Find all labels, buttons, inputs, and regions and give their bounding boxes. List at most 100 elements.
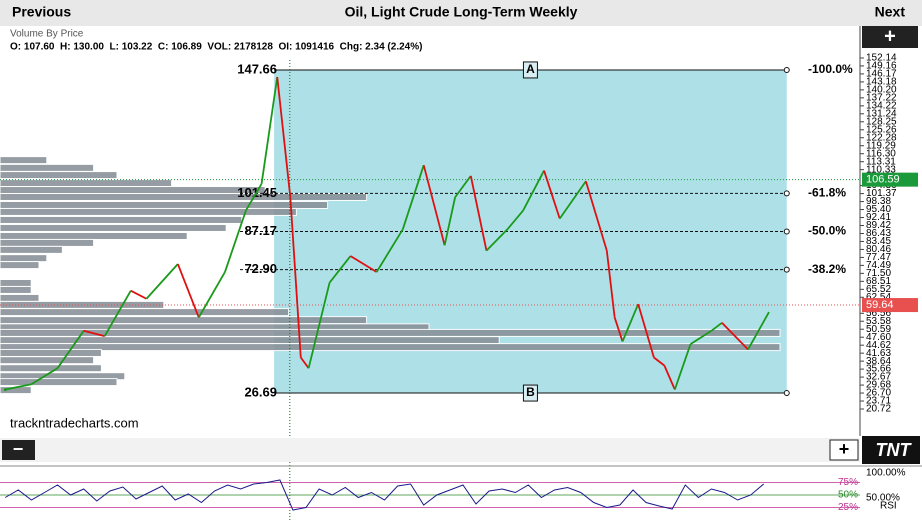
fib-handle — [783, 228, 790, 235]
fib-level-label: 26.69 — [244, 384, 277, 399]
y-tick-label: 149.16 — [866, 61, 897, 72]
fib-handle — [783, 390, 790, 397]
price-segment — [469, 175, 488, 251]
y-tick-label: 116.30 — [866, 148, 896, 159]
price-segment — [721, 322, 744, 345]
price-segment — [289, 197, 302, 358]
price-segment — [637, 303, 655, 358]
y-tick-label: 68.51 — [866, 276, 891, 287]
scroll-plus-button[interactable] — [829, 439, 859, 461]
logo: TNT — [876, 440, 913, 460]
price-segment — [130, 289, 147, 300]
y-tick-label: 137.22 — [866, 92, 897, 103]
y-tick-label: 152.14 — [866, 53, 897, 64]
rsi-axis-label: 100.00% — [866, 468, 906, 479]
price-segment — [276, 76, 292, 198]
y-tick-label: 80.46 — [866, 244, 891, 255]
price-segment — [103, 290, 132, 337]
previous-button[interactable]: Previous — [12, 4, 71, 20]
y-tick-label: 134.22 — [866, 100, 897, 111]
volume-bar — [0, 293, 40, 302]
fib-level-label: 87.17 — [244, 223, 277, 238]
y-tick-label: 71.50 — [866, 268, 891, 279]
zoom-in-button[interactable] — [862, 26, 918, 48]
y-tick-label: 83.45 — [866, 236, 891, 247]
volume-bar — [0, 207, 297, 216]
y-tick-label: 32.67 — [866, 372, 891, 383]
volume-bar — [0, 245, 63, 254]
rsi-level-label: 50% — [838, 490, 858, 501]
price-segment — [198, 271, 226, 318]
rsi-level-label: 75% — [838, 477, 858, 488]
y-tick-label: 131.24 — [866, 108, 897, 119]
scroll-plus-label[interactable]: + — [839, 439, 850, 459]
price-segment — [30, 367, 59, 385]
price-segment — [260, 76, 279, 185]
y-tick-label: 50.59 — [866, 324, 891, 335]
fib-pct-label: -50.0% — [808, 224, 846, 238]
volume-bar — [0, 343, 781, 352]
y-tick-label: 38.64 — [866, 356, 891, 367]
fib-pct-label: -38.2% — [808, 262, 846, 276]
volume-bar — [0, 285, 32, 294]
volume-bar — [0, 316, 368, 325]
fib-point-label: B — [526, 385, 535, 399]
watermark: trackntradecharts.com — [10, 415, 139, 430]
fib-level-label: 147.66 — [237, 61, 277, 76]
y-tick-label: 110.33 — [866, 164, 896, 175]
price-segment — [522, 170, 545, 212]
volume-bar — [0, 378, 118, 387]
scroll-minus-label[interactable]: − — [13, 439, 24, 459]
volume-bar — [0, 348, 102, 357]
y-tick-label: 122.28 — [866, 132, 897, 143]
next-button[interactable]: Next — [875, 4, 906, 20]
price-segment — [375, 228, 404, 273]
y-tick-label: 35.66 — [866, 364, 891, 375]
y-tick-label: 20.72 — [866, 404, 891, 415]
volume-bar — [0, 356, 95, 365]
price-segment — [690, 330, 712, 345]
y-tick-label: 98.38 — [866, 196, 891, 207]
price-marker-label: 106.59 — [866, 174, 900, 186]
y-tick-label: 128.25 — [866, 116, 897, 127]
price-segment — [83, 329, 105, 338]
price-segment — [673, 343, 692, 390]
y-tick-label: 89.42 — [866, 220, 891, 231]
y-tick-label: 113.31 — [866, 156, 896, 167]
price-segment — [224, 210, 247, 273]
price-segment — [401, 164, 425, 230]
volume-bar — [0, 156, 48, 165]
fib-point-label: A — [526, 62, 535, 76]
zoom-in-label[interactable]: + — [884, 25, 896, 47]
y-tick-label: 77.47 — [866, 252, 891, 263]
price-segment — [613, 317, 624, 342]
y-tick-label: 101.37 — [866, 188, 897, 199]
y-tick-label: 74.49 — [866, 260, 891, 271]
price-segment — [543, 170, 561, 219]
price-segment — [663, 365, 676, 390]
volume-bar — [0, 261, 40, 270]
y-tick-label: 143.18 — [866, 77, 897, 88]
fib-pct-label: -100.0% — [808, 62, 853, 76]
volume-bar — [0, 163, 95, 172]
price-segment — [307, 282, 331, 369]
price-segment — [558, 180, 587, 220]
price-marker-box — [862, 298, 918, 313]
rsi-line — [4, 479, 765, 511]
fib-point-box — [522, 61, 538, 79]
price-segment — [585, 180, 608, 251]
volume-bar — [0, 223, 227, 232]
y-tick-label: 140.20 — [866, 85, 897, 96]
volume-bar — [0, 308, 290, 317]
price-segment — [710, 322, 723, 332]
y-tick-label: 86.43 — [866, 228, 891, 239]
y-tick-label: 47.60 — [866, 332, 891, 343]
price-segment — [5, 383, 32, 391]
price-segment — [454, 175, 472, 198]
logo-box — [862, 436, 920, 464]
scroll-minus-button[interactable] — [2, 440, 35, 460]
price-segment — [742, 343, 749, 351]
price-segment — [145, 263, 179, 300]
y-tick-label: 92.41 — [866, 212, 891, 223]
